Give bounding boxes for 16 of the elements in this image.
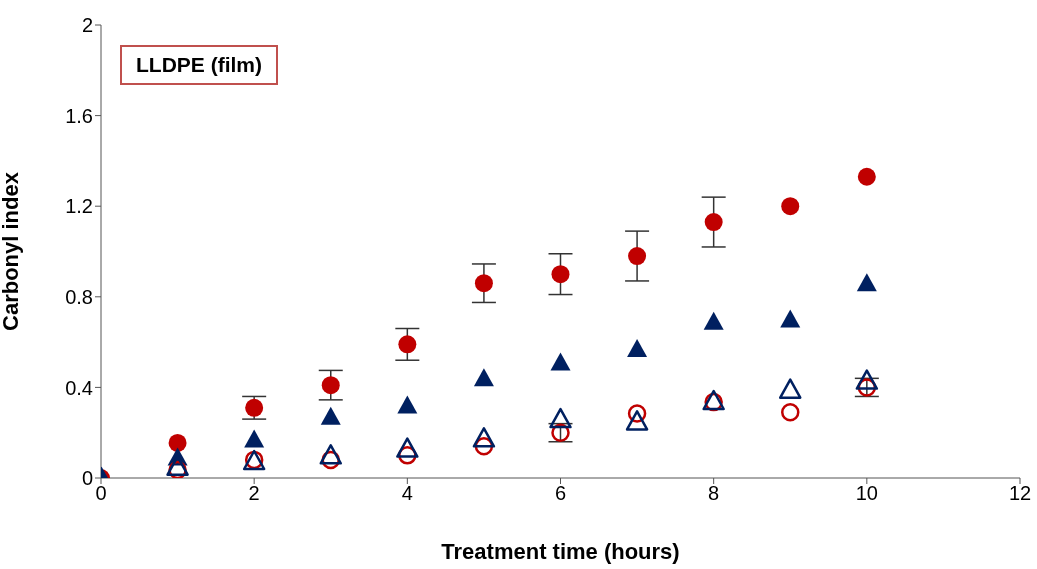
x-tick-label: 10 <box>855 482 878 505</box>
x-axis-title: Treatment time (hours) <box>441 539 680 564</box>
y-tick-label: 1.6 <box>65 104 93 127</box>
x-tick-label: 2 <box>248 482 260 505</box>
x-tick-label: 0 <box>95 482 107 505</box>
y-tick-label: 1.2 <box>65 195 93 218</box>
x-tick-label: 8 <box>708 482 720 505</box>
y-axis-title: Carbonyl index <box>0 171 23 331</box>
x-tick-label: 12 <box>1008 482 1032 505</box>
x-tick-label: 6 <box>554 482 567 505</box>
y-tick-label: 0.4 <box>65 376 93 399</box>
y-tick-label: 2 <box>81 14 93 37</box>
x-tick-label: 4 <box>401 482 413 505</box>
annotation: LLDPE (film) <box>120 45 278 85</box>
y-tick-label: 0.8 <box>65 285 93 308</box>
y-tick-label: 0 <box>81 467 93 490</box>
